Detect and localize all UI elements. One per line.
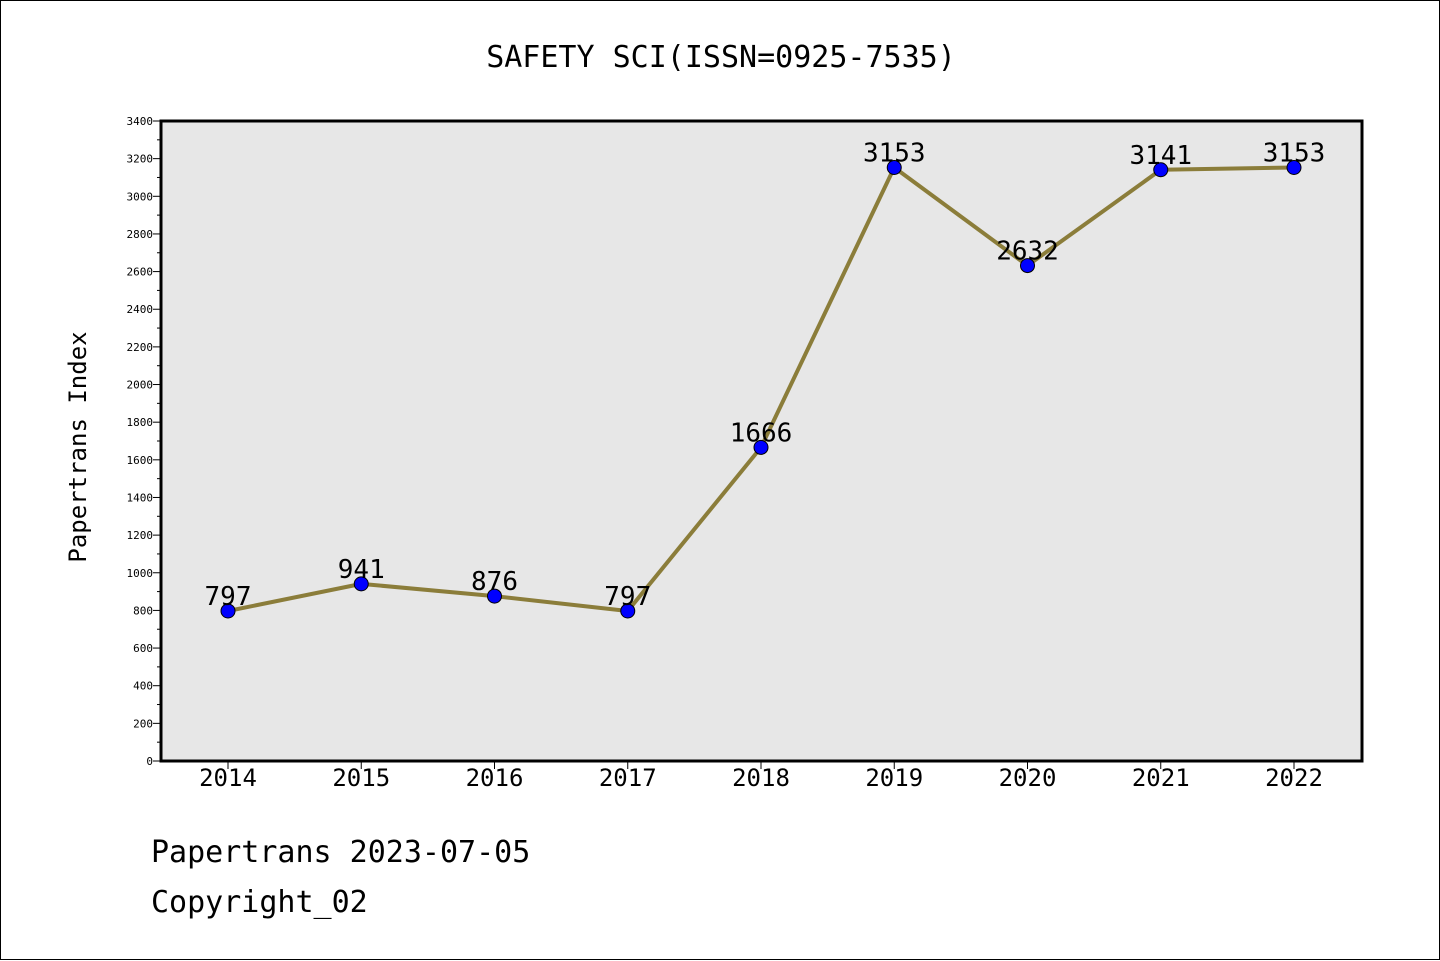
data-point-marker xyxy=(1286,159,1302,175)
data-point-marker xyxy=(353,576,369,592)
data-point-marker xyxy=(1020,258,1035,274)
y-tick-label: 800 xyxy=(133,604,153,617)
y-tick-label: 0 xyxy=(146,755,153,768)
x-tick-label: 2019 xyxy=(865,764,923,792)
y-tick-label: 2400 xyxy=(127,303,154,316)
y-tick-label: 1800 xyxy=(127,416,154,429)
x-tick-label: 2014 xyxy=(199,764,257,792)
x-tick-label: 2022 xyxy=(1265,764,1323,792)
y-tick-label: 200 xyxy=(133,717,153,730)
data-point-label: 941 xyxy=(338,555,385,585)
data-point-marker xyxy=(487,588,502,604)
footer-date: Papertrans 2023-07-05 xyxy=(151,835,531,870)
data-point-label: 3141 xyxy=(1129,141,1192,171)
y-tick-label: 3000 xyxy=(127,190,154,203)
x-axis-ticks: 2014 2015 2016 2017 2018 2019 2020 2021 2022 xyxy=(199,761,1323,792)
x-tick-label: 2021 xyxy=(1132,764,1190,792)
data-point-marker xyxy=(1153,162,1169,178)
x-tick-label: 2016 xyxy=(466,764,524,792)
y-tick-label: 1600 xyxy=(127,454,154,467)
marker-layer xyxy=(220,159,1302,619)
footer-copyright: Copyright_02 xyxy=(151,885,368,920)
data-point-label: 1666 xyxy=(730,418,793,448)
data-point-label: 797 xyxy=(604,582,651,612)
y-tick-label: 1400 xyxy=(127,491,154,504)
data-point-label: 797 xyxy=(205,582,252,612)
chart-title: SAFETY SCI(ISSN=0925-7535) xyxy=(486,40,956,75)
data-point-label: 3153 xyxy=(863,138,926,168)
x-tick-label: 2017 xyxy=(599,764,657,792)
data-point-label: 876 xyxy=(471,567,518,597)
x-tick-label: 2020 xyxy=(999,764,1057,792)
y-tick-label: 3400 xyxy=(127,115,154,128)
y-tick-label: 2600 xyxy=(127,266,154,279)
y-tick-label: 3200 xyxy=(127,153,154,166)
data-point-marker xyxy=(753,439,769,455)
x-tick-label: 2015 xyxy=(332,764,390,792)
y-axis-ticks: 0 200 400 600 800 1000 1200 1400 1600 1800 2000 220… xyxy=(127,115,161,768)
y-tick-label: 400 xyxy=(133,680,153,693)
y-tick-label: 2000 xyxy=(127,379,154,392)
x-tick-label: 2018 xyxy=(732,764,790,792)
y-tick-label: 2200 xyxy=(127,341,154,354)
y-tick-label: 1200 xyxy=(127,529,154,542)
data-point-label: 3153 xyxy=(1263,138,1326,168)
data-point-label: 2632 xyxy=(996,237,1059,267)
data-point-marker xyxy=(620,603,636,619)
y-tick-label: 2800 xyxy=(127,228,154,241)
data-point-marker xyxy=(220,603,236,619)
y-tick-label: 600 xyxy=(133,642,153,655)
y-axis-label: Papertrans Index xyxy=(64,331,92,562)
data-label-layer: 797 941 876 797 1666 3153 2632 3141 3153 xyxy=(205,138,1326,611)
y-tick-label: 1000 xyxy=(127,567,154,580)
data-point-marker xyxy=(886,159,902,175)
